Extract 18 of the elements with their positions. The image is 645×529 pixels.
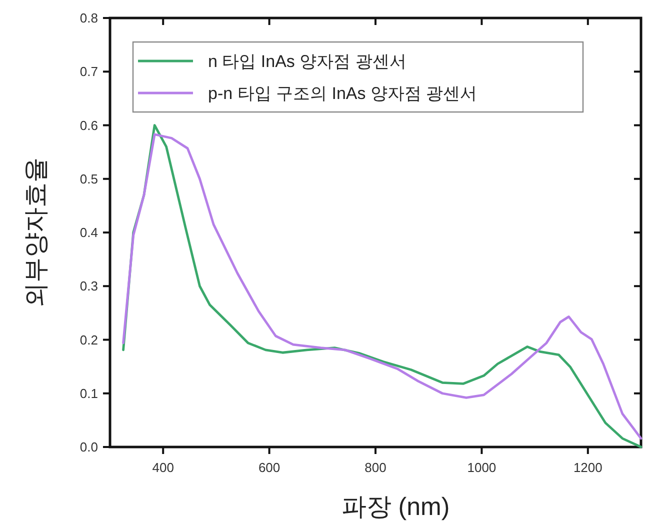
y-tick-label: 0.8 [80,10,98,26]
y-axis-title: 외부양자효율 [22,158,50,308]
x-tick-label: 1200 [573,460,602,475]
x-tick-label: 400 [152,460,174,475]
y-tick-label: 0.5 [80,171,98,186]
y-tick-label: 0.6 [80,118,98,133]
legend-label: n 타입 InAs 양자점 광센서 [208,52,406,71]
x-tick-label: 800 [364,460,386,475]
y-tick-label: 0.0 [80,440,98,454]
y-tick-label: 0.3 [80,278,98,294]
legend-label: p-n 타입 구조의 InAs 양자점 광센서 [208,84,478,103]
x-tick-label: 1000 [467,460,496,475]
y-tick-label: 0.4 [80,225,98,240]
x-axis-title: 파장 (nm) [341,493,450,521]
x-tick-label: 600 [258,460,280,475]
y-tick-label: 0.7 [80,64,98,80]
y-tick-label: 0.1 [80,386,98,401]
y-tick-label: 0.2 [80,332,98,348]
